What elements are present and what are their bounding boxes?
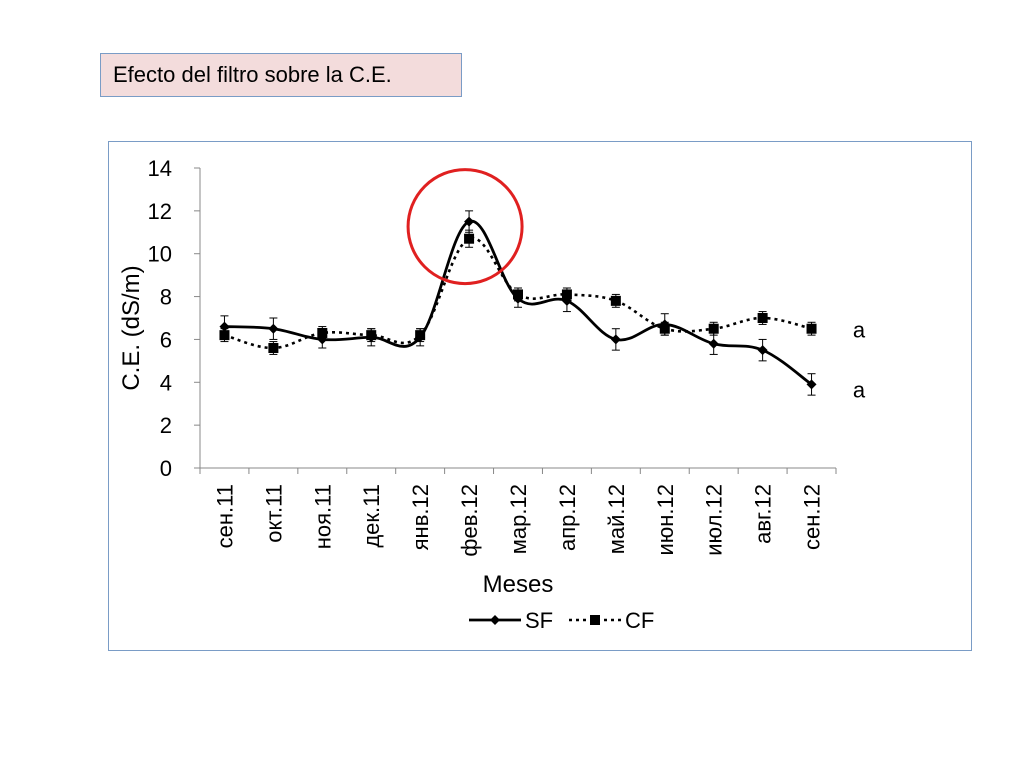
legend-item-cf: CF [569, 608, 654, 633]
x-tick-label: дек.11 [359, 484, 384, 548]
data-point-cf [708, 323, 719, 334]
data-point-cf [610, 295, 621, 306]
x-tick-label: сен.12 [800, 484, 825, 550]
data-point-sf [317, 334, 328, 345]
x-axis-title: Meses [483, 571, 554, 598]
chart: 0 2 4 6 8 10 12 14 сен.11 окт.11 ноя.11 дек.11 янв.1… [118, 156, 866, 633]
data-point-sf [219, 321, 230, 332]
chart-frame: 0 2 4 6 8 10 12 14 сен.11 окт.11 ноя.11 дек.11 янв.1… [108, 141, 972, 651]
slide-title: Efecto del filtro sobre la C.E. [100, 53, 462, 97]
data-point-sf [415, 332, 426, 343]
x-tick-label: янв.12 [408, 484, 433, 550]
legend-label-cf: CF [625, 608, 654, 633]
data-point-sf [464, 216, 475, 227]
y-tick-label: 8 [160, 285, 172, 310]
y-tick-label: 4 [160, 370, 172, 395]
x-tick-label: июл.12 [702, 484, 727, 556]
annotation-cf: a [853, 318, 866, 343]
data-point-cf [268, 343, 279, 353]
x-tick-label: авг.12 [751, 484, 776, 544]
legend-item-sf: SF [469, 608, 553, 633]
data-point-sf [513, 293, 523, 304]
x-tick-label: сен.11 [212, 484, 237, 548]
data-point-sf [561, 295, 572, 306]
labels-layer: 0 2 4 6 8 10 12 14 сен.11 окт.11 ноя.11 дек.11 янв.1… [148, 156, 866, 557]
y-tick-label: 12 [148, 199, 172, 224]
x-tick-label: апр.12 [555, 484, 580, 551]
legend-label-sf: SF [525, 608, 553, 633]
y-tick-label: 0 [160, 456, 172, 481]
x-tick-label: ноя.11 [310, 484, 335, 549]
legend: SF CF [469, 608, 654, 633]
data-point-sf [268, 323, 279, 334]
axes [194, 167, 837, 474]
y-tick-label: 10 [148, 242, 172, 267]
legend-marker-sf [490, 615, 500, 625]
y-tick-label: 2 [160, 413, 172, 438]
annotation-sf: a [853, 377, 866, 402]
x-tick-label: май.12 [604, 484, 629, 554]
series-layer [219, 168, 817, 396]
data-point-sf [659, 319, 670, 330]
y-axis-title: C.E. (dS/m) [118, 265, 145, 390]
data-point-sf [757, 345, 768, 356]
data-point-sf [610, 334, 621, 345]
data-point-cf [757, 313, 768, 323]
x-tick-label: фев.12 [457, 484, 482, 557]
y-tick-label: 14 [148, 156, 172, 181]
x-tick-label: мар.12 [506, 484, 531, 554]
data-point-cf [464, 233, 475, 244]
y-tick-label: 6 [160, 327, 172, 352]
legend-marker-cf [590, 615, 600, 625]
x-tick-label: июн.12 [653, 484, 678, 556]
data-point-sf [708, 338, 719, 349]
series-sf [219, 210, 817, 396]
data-point-sf [806, 379, 817, 390]
data-point-cf [806, 323, 817, 334]
highlight-circle [406, 168, 524, 286]
data-point-sf [366, 332, 377, 343]
x-tick-label: окт.11 [261, 484, 286, 543]
